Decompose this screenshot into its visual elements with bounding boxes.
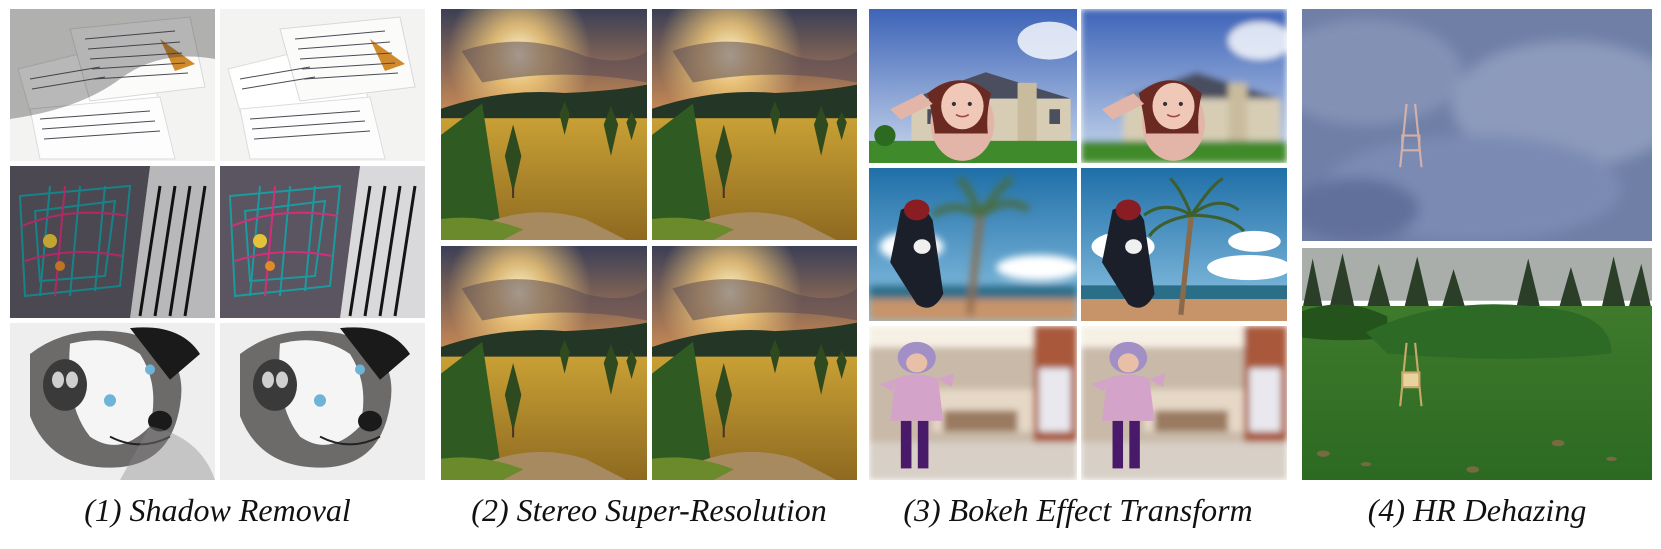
dehazing-hazy-input [1302,9,1652,241]
caption-bokeh-effect-transform: (3) Bokeh Effect Transform [903,492,1253,528]
shadow-input-1 [10,9,215,161]
shadow-input-2 [10,166,215,318]
stereo-right-lr [652,9,857,240]
bokeh-input-2 [869,168,1077,321]
shadow-output-3 [220,323,425,480]
shadow-input-3 [10,323,215,480]
caption-stereo-super-resolution: (2) Stereo Super-Resolution [471,492,827,528]
stereo-left-sr [441,246,647,480]
caption-shadow-removal: (1) Shadow Removal [84,492,351,528]
dehazing-clear-output [1302,248,1652,480]
caption-hr-dehazing: (4) HR Dehazing [1367,492,1587,528]
bokeh-output-3 [1081,326,1287,480]
stereo-left-lr [441,9,647,240]
stereo-right-sr [652,246,857,480]
shadow-output-1 [220,9,425,161]
bokeh-output-2 [1081,168,1287,321]
bokeh-output-1 [1081,9,1287,163]
bokeh-input-3 [869,326,1077,480]
bokeh-input-1 [869,9,1077,163]
shadow-output-2 [220,166,425,318]
